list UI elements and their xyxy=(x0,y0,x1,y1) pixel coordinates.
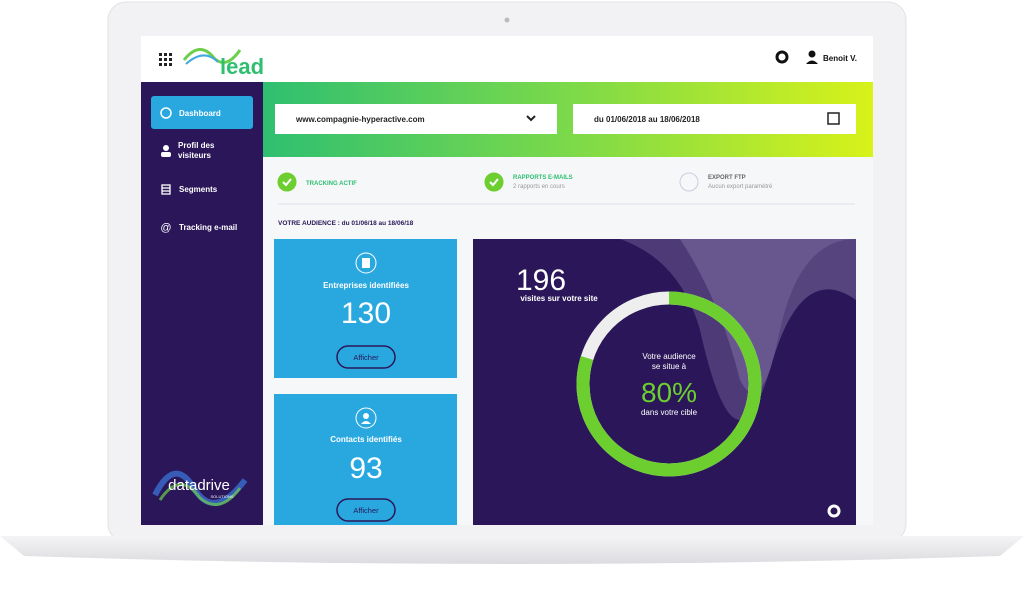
calendar-icon xyxy=(827,112,840,125)
status-title: EXPORT FTP xyxy=(708,175,746,181)
brand-subtext: SOLUTIONS xyxy=(210,494,233,499)
gauge-text: se situe à xyxy=(652,362,687,371)
menu-icon xyxy=(161,184,171,195)
card-button-text[interactable]: Afficher xyxy=(353,506,379,515)
date-select[interactable] xyxy=(573,104,856,134)
menu-icon: @ xyxy=(160,222,171,234)
menu-item[interactable]: Tracking e-mail xyxy=(179,223,237,232)
site-select-text: www.compagnie-hyperactive.com xyxy=(295,115,425,124)
gauge-text: Votre audience xyxy=(642,352,696,361)
date-select-text: du 01/06/2018 au 18/06/2018 xyxy=(594,115,700,124)
user-name[interactable]: Benoit V. xyxy=(823,54,857,63)
card-button-text[interactable]: Afficher xyxy=(353,353,379,362)
status-title: RAPPORTS E-MAILS xyxy=(513,175,573,181)
menu-icon xyxy=(160,107,172,119)
user-icon[interactable] xyxy=(808,50,816,58)
card-title: Contacts identifiés xyxy=(330,435,402,444)
gauge-value: 80% xyxy=(641,377,697,408)
user-icon xyxy=(806,60,818,64)
menu-item[interactable]: Segments xyxy=(179,185,218,194)
panel-wave xyxy=(680,239,856,393)
card-value: 93 xyxy=(349,452,382,485)
gauge-arc xyxy=(576,291,762,477)
settings-icon[interactable] xyxy=(775,50,789,64)
card-icon xyxy=(362,258,370,268)
menu-icon xyxy=(163,145,169,151)
check-mark xyxy=(489,178,499,187)
brand-text: datadrive xyxy=(168,477,230,494)
card-button[interactable] xyxy=(336,345,396,369)
brand-wave xyxy=(158,483,242,507)
panel-settings[interactable] xyxy=(827,504,841,518)
card-icon xyxy=(355,252,377,274)
menu-item-wrap: Profil des visiteurs xyxy=(178,141,215,160)
logo-wave xyxy=(185,54,219,65)
card-icon xyxy=(361,421,371,424)
site-select[interactable] xyxy=(275,104,557,134)
menu-item[interactable]: Dashboard xyxy=(179,109,221,118)
visits-value: 196 xyxy=(516,264,566,297)
status-indicator xyxy=(277,172,297,192)
chevron xyxy=(526,115,536,122)
laptop-base xyxy=(0,536,1024,564)
active-menu-bg xyxy=(151,96,253,129)
menu-item[interactable]: Profil des visiteurs xyxy=(178,141,215,160)
logo-text: lead xyxy=(220,54,264,79)
status-subtitle: 2 rapports en cours xyxy=(513,184,565,190)
top-bar xyxy=(141,36,873,82)
card-icon xyxy=(355,407,377,429)
status-indicator xyxy=(484,172,504,192)
apps-icon xyxy=(159,53,172,66)
status-subtitle: Aucun export paramétré xyxy=(708,184,773,190)
status-indicator xyxy=(679,172,699,192)
audience-heading: VOTRE AUDIENCE : du 01/06/18 au 18/06/18 xyxy=(278,220,414,227)
visits-label: visites sur votre site xyxy=(520,294,598,303)
menu-icon xyxy=(161,152,171,157)
camera xyxy=(504,17,510,23)
status-title: TRACKING ACTIF xyxy=(306,181,357,187)
gauge-caption: dans votre cible xyxy=(641,408,698,417)
card-icon xyxy=(363,413,369,419)
check-mark xyxy=(282,178,292,187)
card-button[interactable] xyxy=(336,498,396,522)
card-value: 130 xyxy=(341,297,391,330)
card-title: Entreprises identifiées xyxy=(323,281,409,290)
